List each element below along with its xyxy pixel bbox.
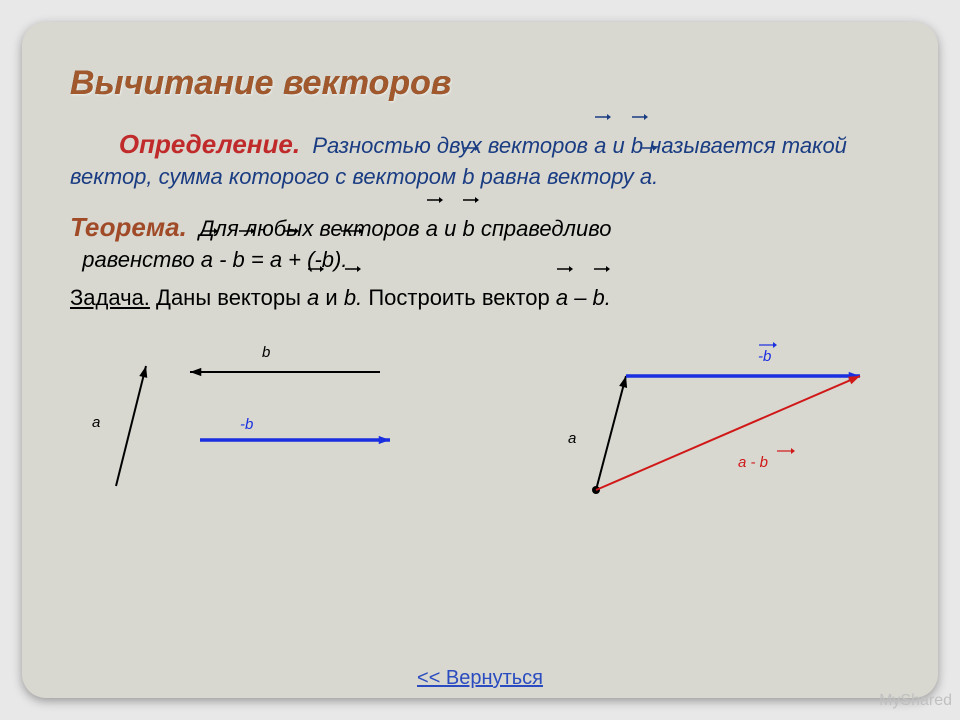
task-tail: Построить вектор [368, 285, 549, 310]
label-negb-right: -b [758, 348, 771, 365]
slide-title: Вычитание векторов [70, 64, 902, 103]
definition-b-2: b [462, 164, 474, 189]
definition-text-1: Разностью двух векторов [312, 133, 588, 158]
vector-a-th: a [426, 214, 438, 244]
vector-a-task: a [307, 283, 319, 313]
task-res: a – b. [556, 285, 611, 310]
watermark: MyShared [879, 692, 952, 710]
definition-label: Определение. [119, 129, 300, 159]
task-a: a [307, 285, 319, 310]
vector-b-inline-2: b [462, 162, 474, 192]
task-and: и [325, 285, 337, 310]
label-a-left: a [92, 414, 100, 431]
task-b: b. [344, 285, 362, 310]
label-amb-right: a - b [738, 454, 768, 471]
label-negb-left: -b [240, 416, 253, 433]
theorem-tail2: равенство [82, 247, 194, 272]
definition-text-3: равна вектору [481, 164, 634, 189]
definition-a-2: a [640, 164, 652, 189]
theorem-b: b [462, 216, 474, 241]
definition-and-1: и [613, 133, 625, 158]
diagram-svg [70, 318, 930, 518]
vector-b-th: b [462, 214, 474, 244]
theorem-eq-vec: a - b = a + (-b). [201, 245, 348, 275]
vector-diagram: a b -b a -b a - b [70, 318, 902, 518]
back-link[interactable]: << Вернуться [417, 667, 543, 690]
vector-a-inline-2: a [640, 162, 652, 192]
theorem-tail1: справедливо [481, 216, 612, 241]
task-lead: Даны векторы [156, 285, 301, 310]
vector-amb-task: a – b. [556, 283, 611, 313]
theorem-and: и [444, 216, 456, 241]
task-paragraph: Задача. Даны векторы a и b. Построить ве… [70, 283, 902, 313]
task-label: Задача. [70, 285, 150, 310]
vector-a-inline: a [594, 131, 606, 161]
theorem-label: Теорема. [70, 212, 187, 242]
definition-paragraph: Определение. Разностью двух векторов a и… [70, 127, 902, 192]
label-a-right: a [568, 430, 576, 447]
theorem-a: a [426, 216, 438, 241]
theorem-paragraph: Теорема. Для любых векторов a и b справе… [70, 210, 902, 275]
slide-card: Вычитание векторов Определение. Разность… [22, 22, 938, 698]
label-b-left: b [262, 344, 270, 361]
vector-b-task: b. [344, 283, 362, 313]
definition-a: a [594, 133, 606, 158]
theorem-eq: a - b = a + (-b). [201, 247, 348, 272]
slide-outer: Вычитание векторов Определение. Разность… [0, 0, 960, 720]
